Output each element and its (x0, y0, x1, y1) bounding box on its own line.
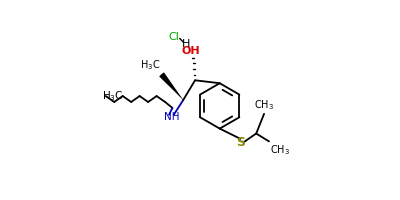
Polygon shape (160, 73, 183, 100)
Text: H: H (182, 39, 191, 49)
Text: S: S (236, 136, 245, 149)
Text: CH$_3$: CH$_3$ (270, 143, 290, 157)
Text: CH$_3$: CH$_3$ (254, 98, 274, 112)
Text: H$_3$C: H$_3$C (140, 59, 160, 72)
Polygon shape (159, 72, 183, 100)
Text: H$_3$C: H$_3$C (102, 89, 124, 103)
Text: Cl: Cl (168, 32, 179, 42)
Text: NH: NH (164, 112, 179, 122)
Text: OH: OH (182, 46, 200, 56)
